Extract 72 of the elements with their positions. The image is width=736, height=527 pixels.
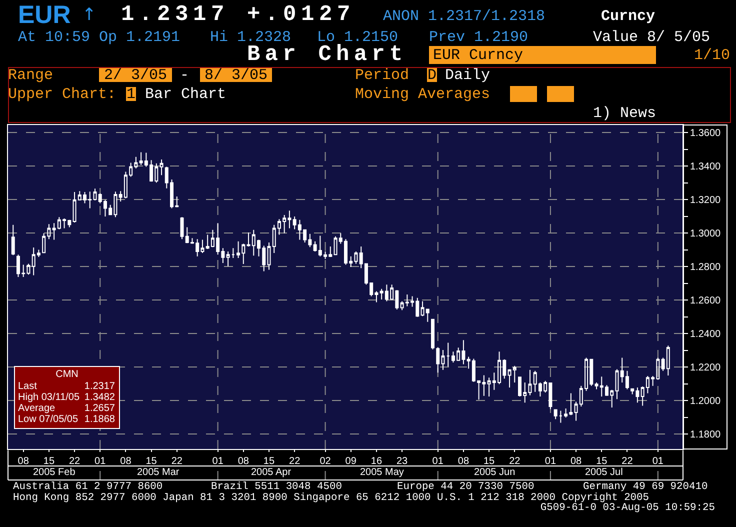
text: G509-61-0 03-Aug-05 10:59:25	[540, 502, 715, 514]
y-tick-label: 1.3600	[690, 128, 722, 140]
text: Range	[8, 66, 54, 84]
x-tick-label: 08	[120, 456, 132, 467]
x-tick-label: 08	[18, 456, 30, 467]
annotation: CMN	[54, 369, 80, 380]
x-tick-label: 15	[483, 456, 496, 467]
x-tick-label: 02	[320, 456, 332, 467]
text: 2005 Jul	[585, 467, 623, 478]
text: Bar Chart	[145, 86, 226, 102]
text: 2005 Feb	[33, 467, 76, 478]
text: Period	[355, 66, 410, 84]
input-field: 2/ 3/05	[99, 68, 172, 82]
text: 1.2317 +.0127	[121, 2, 356, 27]
text: At 10:59 Op 1.2191	[18, 28, 180, 46]
y-tick-label: 1.2600	[690, 296, 722, 307]
annotation: Low 07/05/05 1.1868	[18, 414, 115, 425]
text: Value 8/ 5/05	[593, 28, 710, 46]
text: Prev 1.2190	[429, 28, 528, 46]
y-tick-label: 1.3200	[690, 195, 722, 206]
text: Curncy	[601, 8, 656, 24]
text: Brazil 5511 3048 4500	[211, 481, 342, 493]
input-field: 1	[126, 87, 136, 101]
x-tick-label: 01	[432, 456, 444, 467]
x-tick-label: 01	[544, 456, 556, 467]
text: 2005 May	[360, 467, 404, 478]
x-tick-label: 08	[458, 456, 470, 467]
text: Upper Chart:	[8, 86, 116, 102]
x-tick-label: 22	[622, 456, 634, 467]
x-tick-label: 22	[509, 456, 521, 467]
x-tick-label: 15	[263, 456, 275, 467]
x-tick-label: 01	[212, 456, 224, 467]
text: Germany 49 69 920410	[583, 481, 708, 493]
text: Daily	[445, 66, 490, 84]
text: Moving Averages	[355, 86, 490, 102]
x-tick-label: 23	[396, 456, 408, 467]
x-tick-label: 01	[94, 456, 106, 467]
y-tick-label: 1.3400	[690, 162, 722, 173]
text: 1) News	[593, 104, 656, 122]
x-tick-label: 22	[68, 456, 81, 467]
y-tick-label: 1.2000	[690, 396, 722, 408]
x-tick-label: 01	[652, 456, 664, 467]
input-field: EUR Curncy	[429, 46, 656, 64]
y-tick-label: 1.1800	[690, 430, 722, 441]
text: Hong Kong 852 2977 6000 Japan 81 3 3201 8900 Singapore 65 6212 1000 U.S. 1 212 318 2000 Copyright 2005	[13, 492, 650, 504]
x-tick-label: 15	[146, 456, 158, 467]
text: -	[180, 66, 190, 84]
x-tick-label: 15	[596, 456, 608, 467]
text: 1/10	[694, 46, 730, 64]
input-field: D	[427, 68, 437, 82]
text: 2005 Mar	[137, 467, 180, 478]
text: 2005 Jun	[474, 467, 516, 478]
info-box: CMN Last 1.2317 High 03/11/05 1.3482 Average 1.2657 Low 07/05/05 1.1868	[14, 366, 120, 429]
y-tick-label: 1.2200	[690, 362, 722, 374]
y-tick-label: 1.2400	[690, 329, 722, 340]
text: Europe 44 20 7330 7500	[397, 481, 534, 493]
text: EUR	[18, 0, 71, 28]
y-tick-label: 1.3000	[690, 228, 722, 240]
x-tick-label: 09	[345, 456, 357, 467]
text: Australia 61 2 9777 8600	[13, 481, 163, 493]
annotation: High 03/11/05 1.3482	[18, 392, 115, 403]
text: 2005 Apr	[251, 467, 292, 478]
x-tick-label: 22	[171, 456, 183, 467]
x-tick-label: 08	[238, 456, 250, 467]
x-tick-label: 22	[289, 456, 301, 467]
text: ANON 1.2317/1.2318	[383, 8, 546, 24]
input-field: 8/ 3/05	[200, 68, 272, 82]
x-tick-label: 16	[370, 456, 382, 467]
y-tick-label: 1.2800	[690, 262, 722, 274]
x-tick-label: 08	[570, 456, 582, 467]
text: ↑	[82, 4, 96, 24]
x-tick-label: 15	[43, 456, 55, 467]
